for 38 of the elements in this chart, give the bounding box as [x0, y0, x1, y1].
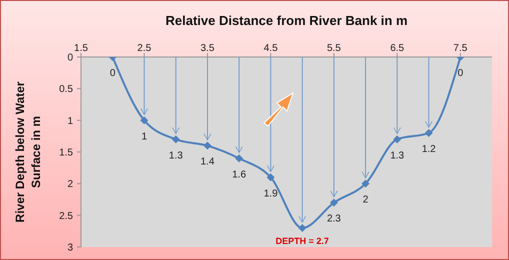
point: [362, 180, 370, 188]
point: [424, 129, 433, 137]
text: 2: [362, 194, 368, 206]
text: 0: [110, 68, 116, 79]
text: 1.9: [264, 188, 278, 200]
text: 2.3: [326, 214, 341, 225]
y-tick-label: 2.5: [59, 210, 74, 222]
text: 1: [141, 131, 148, 142]
y-axis-title: River Depth below Water Surface in m: [13, 81, 43, 222]
y-tick-label: 2: [67, 179, 74, 190]
y-tick-label: 0: [67, 52, 74, 64]
annotation: DEPTH = 2.7: [276, 236, 329, 246]
x-tick-label: 2.5: [137, 43, 152, 54]
y-tick-label: 1: [67, 116, 74, 127]
x-axis-title: Relative Distance from River Bank in m: [165, 13, 408, 28]
point: [172, 135, 180, 144]
x-tick-label: 5.5: [326, 43, 342, 54]
text: 1.3: [390, 150, 404, 162]
x-tick-label: 7.5: [453, 43, 468, 54]
text: 0: [458, 68, 464, 79]
text: 1.2: [422, 144, 436, 155]
y-tick-label: 0.5: [59, 84, 74, 96]
text: 1.6: [232, 169, 246, 180]
y-tick-label: 1.5: [59, 148, 74, 159]
point: [393, 135, 402, 144]
x-tick-label: 4.5: [264, 43, 278, 54]
point: [235, 154, 244, 162]
point: [203, 142, 212, 150]
x-tick-label: 1.5: [74, 43, 88, 54]
y-tick-label: 3: [67, 242, 74, 254]
text: 1.4: [200, 156, 214, 168]
point: [266, 173, 275, 182]
point: [140, 116, 148, 124]
point: [298, 224, 306, 232]
x-tick-label: 6.5: [390, 43, 405, 54]
text: 1.3: [168, 150, 183, 162]
x-tick-label: 3.5: [200, 43, 215, 54]
point: [330, 198, 338, 207]
